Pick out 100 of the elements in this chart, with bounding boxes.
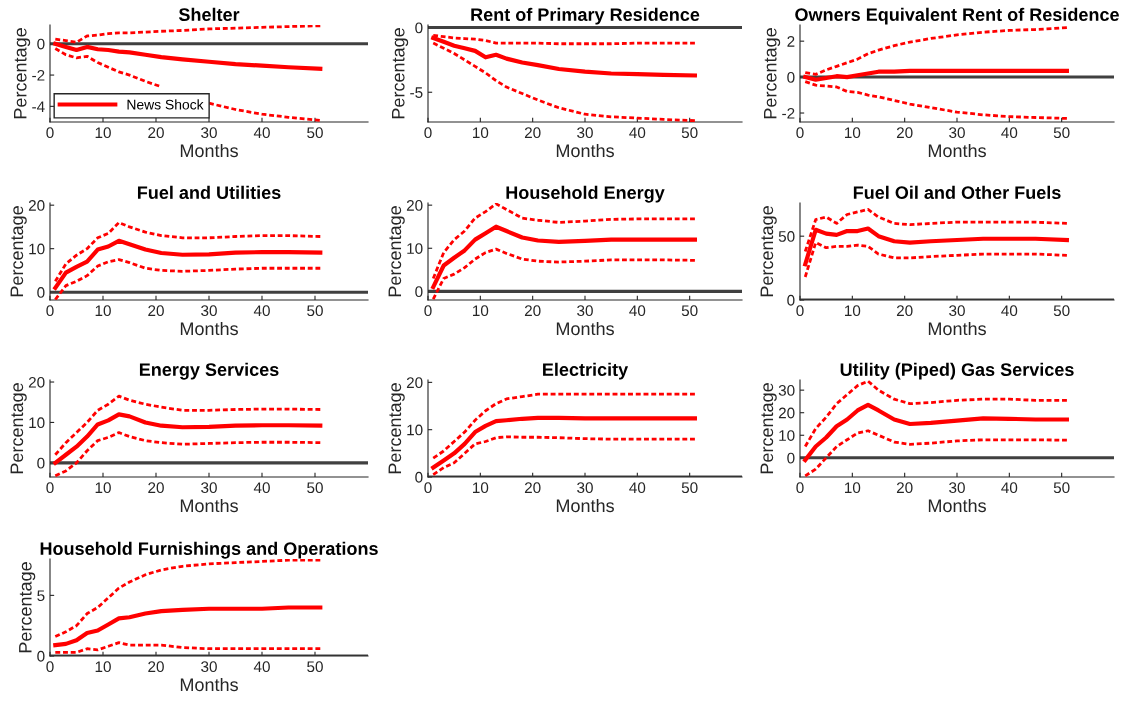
x-tick-label: 10 bbox=[473, 127, 489, 139]
x-tick-label: 0 bbox=[424, 127, 432, 139]
x-tick-label: 50 bbox=[307, 305, 323, 317]
x-tick-label: 20 bbox=[524, 305, 541, 317]
x-tick-label: 0 bbox=[46, 127, 54, 139]
x-tick-label: 50 bbox=[681, 127, 698, 139]
y-tick-label: 10 bbox=[407, 424, 423, 436]
x-tick-label: 30 bbox=[577, 127, 593, 139]
chart-title: Owners Equivalent Rent of Residence bbox=[795, 7, 1119, 25]
line-series bbox=[53, 431, 322, 477]
legend-label: News Shock bbox=[127, 99, 204, 110]
y-tick-label: 20 bbox=[406, 200, 423, 211]
x-tick-label: 40 bbox=[629, 127, 646, 139]
x-tick-label: 50 bbox=[1053, 127, 1070, 139]
x-tick-label: 20 bbox=[896, 305, 913, 317]
x-axis-title: Months bbox=[180, 498, 238, 513]
x-axis-title: Months bbox=[180, 677, 238, 692]
x-tick-label: 30 bbox=[949, 127, 965, 139]
x-tick-label: 40 bbox=[1001, 482, 1018, 494]
x-tick-label: 50 bbox=[307, 127, 323, 139]
line-series bbox=[431, 435, 697, 477]
x-tick-label: 20 bbox=[148, 305, 164, 317]
x-tick-label: 0 bbox=[796, 305, 804, 317]
line-series bbox=[431, 415, 697, 470]
y-tick-label: 10 bbox=[779, 430, 795, 441]
chart-title: Energy Services bbox=[139, 362, 279, 380]
y-tick-label: -2 bbox=[32, 69, 45, 81]
x-tick-label: 50 bbox=[1053, 305, 1070, 317]
x-tick-label: 40 bbox=[629, 305, 646, 317]
x-tick-label: 0 bbox=[796, 127, 804, 139]
y-tick-label: 2 bbox=[787, 36, 795, 47]
y-axis-title: Percentage bbox=[760, 206, 777, 297]
x-tick-label: 10 bbox=[95, 127, 111, 139]
line-series bbox=[803, 402, 1069, 463]
y-tick-label: 20 bbox=[28, 200, 45, 211]
y-tick-label: 0 bbox=[415, 471, 423, 483]
x-tick-label: 0 bbox=[424, 482, 432, 494]
x-tick-label: 20 bbox=[148, 127, 164, 139]
line-series bbox=[53, 605, 323, 648]
x-tick-label: 30 bbox=[949, 482, 965, 494]
y-tick-label: 20 bbox=[28, 376, 45, 388]
x-tick-label: 20 bbox=[524, 127, 541, 139]
y-tick-label: 10 bbox=[29, 243, 45, 255]
x-tick-label: 30 bbox=[201, 482, 217, 494]
y-tick-label: 50 bbox=[778, 231, 795, 242]
line-series bbox=[53, 412, 323, 465]
x-tick-label: 0 bbox=[46, 661, 54, 673]
y-tick-label: -4 bbox=[32, 101, 45, 112]
x-tick-label: 40 bbox=[1001, 127, 1018, 139]
x-tick-label: 50 bbox=[681, 482, 698, 494]
y-tick-label: 0 bbox=[37, 287, 45, 298]
y-tick-label: 0 bbox=[787, 452, 795, 464]
x-axis-title: Months bbox=[180, 321, 238, 336]
x-tick-label: 50 bbox=[307, 661, 323, 673]
x-axis-title: Months bbox=[928, 498, 986, 513]
x-axis-title: Months bbox=[556, 321, 614, 336]
x-tick-label: 0 bbox=[46, 482, 54, 494]
x-tick-label: 10 bbox=[95, 305, 111, 317]
x-tick-label: 50 bbox=[307, 482, 323, 494]
line-series bbox=[53, 559, 322, 638]
x-tick-label: 20 bbox=[148, 661, 164, 673]
x-tick-label: 10 bbox=[845, 127, 861, 139]
line-series bbox=[431, 392, 697, 460]
y-tick-label: 10 bbox=[29, 417, 45, 429]
y-axis-title: Percentage bbox=[392, 28, 409, 119]
x-tick-label: 50 bbox=[1053, 482, 1070, 494]
y-tick-label: 0 bbox=[415, 22, 423, 34]
y-tick-label: 30 bbox=[778, 385, 795, 396]
x-tick-label: 40 bbox=[1001, 305, 1018, 317]
chart-title: Fuel Oil and Other Fuels bbox=[853, 185, 1061, 200]
x-tick-label: 50 bbox=[681, 305, 698, 317]
x-tick-label: 30 bbox=[201, 661, 217, 673]
y-axis-title: Percentage bbox=[388, 206, 405, 297]
x-axis-title: Months bbox=[928, 143, 986, 158]
y-tick-label: -2 bbox=[782, 107, 795, 119]
chart-title: Electricity bbox=[543, 362, 629, 380]
line-series bbox=[53, 258, 322, 300]
x-tick-label: 10 bbox=[473, 482, 489, 494]
y-tick-label: 0 bbox=[37, 650, 45, 662]
chart-title: Utility (Piped) Gas Services bbox=[840, 362, 1074, 380]
y-axis-title: Percentage bbox=[764, 28, 781, 119]
y-tick-label: 0 bbox=[415, 286, 423, 298]
x-axis-title: Months bbox=[556, 143, 614, 158]
y-axis-title: Percentage bbox=[760, 383, 777, 474]
x-tick-label: 0 bbox=[46, 305, 54, 317]
x-axis-title: Months bbox=[928, 321, 986, 336]
x-tick-label: 10 bbox=[845, 482, 861, 494]
chart-title: Fuel and Utilities bbox=[137, 185, 281, 200]
x-tick-label: 20 bbox=[148, 482, 164, 494]
y-axis-title: Percentage bbox=[10, 206, 27, 297]
x-tick-label: 30 bbox=[201, 305, 217, 317]
x-axis-title: Months bbox=[556, 498, 614, 513]
x-tick-label: 20 bbox=[896, 482, 913, 494]
chart-title: Household Energy bbox=[506, 185, 665, 203]
x-tick-label: 10 bbox=[95, 482, 111, 494]
x-tick-label: 40 bbox=[253, 127, 270, 139]
x-tick-label: 0 bbox=[424, 305, 432, 317]
chart-title: Rent of Primary Residence bbox=[471, 7, 700, 25]
y-axis-title: Percentage bbox=[388, 383, 405, 474]
line-series bbox=[53, 394, 322, 457]
